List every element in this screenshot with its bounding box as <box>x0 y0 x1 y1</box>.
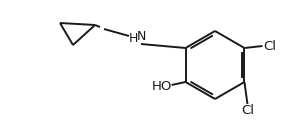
Text: Cl: Cl <box>241 103 254 116</box>
Text: Cl: Cl <box>263 39 276 52</box>
Text: HO: HO <box>151 81 172 93</box>
Text: N: N <box>136 29 146 42</box>
Text: H: H <box>128 32 138 45</box>
